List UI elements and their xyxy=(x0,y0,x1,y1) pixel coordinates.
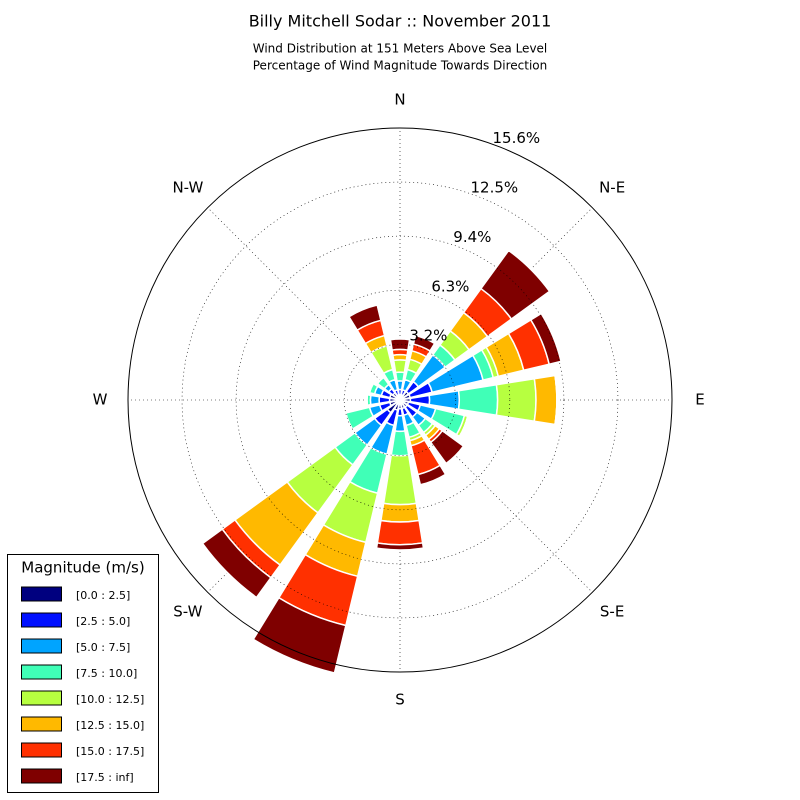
legend: Magnitude (m/s) [0.0 : 2.5] [2.5 : 5.0] [5.… xyxy=(7,554,159,793)
grid-ring xyxy=(289,289,511,511)
wind-bar xyxy=(376,376,385,385)
radial-tick-label: 9.4% xyxy=(453,228,491,246)
wind-bar xyxy=(390,430,410,457)
wind-bar xyxy=(382,454,418,506)
radial-tick-label: 3.2% xyxy=(409,327,447,345)
direction-label: E xyxy=(695,391,704,409)
wind-bar xyxy=(368,383,374,393)
legend-label: [5.0 : 7.5] xyxy=(76,641,130,654)
wind-bar xyxy=(392,359,408,374)
wind-bar xyxy=(201,528,272,599)
legend-label: [15.0 : 17.5] xyxy=(76,745,144,758)
direction-label: N-W xyxy=(172,178,203,196)
radial-tick-label: 6.3% xyxy=(431,277,469,295)
legend-label: [2.5 : 5.0] xyxy=(76,615,130,628)
wind-bar xyxy=(252,596,347,674)
wind-bar xyxy=(554,375,558,425)
wind-bar xyxy=(376,519,424,546)
legend-label: [10.0 : 12.5] xyxy=(76,693,144,706)
direction-label: N xyxy=(394,91,405,109)
wind-bar xyxy=(495,377,537,423)
wind-bar xyxy=(429,429,465,465)
grid-spoke xyxy=(399,399,593,593)
grid-ring xyxy=(343,343,457,457)
direction-label: S-W xyxy=(173,603,202,621)
legend-label: [17.5 : inf] xyxy=(76,771,134,784)
legend-label: [0.0 : 2.5] xyxy=(76,589,130,602)
wind-bar xyxy=(369,394,381,406)
legend-swatch xyxy=(21,690,62,706)
wind-bar xyxy=(417,464,447,486)
wind-bar xyxy=(457,383,499,417)
legend-swatch xyxy=(21,768,62,784)
wind-bar xyxy=(380,502,420,523)
chart-title: Billy Mitchell Sodar :: November 2011 xyxy=(249,12,552,31)
grid-ring xyxy=(235,235,565,565)
wind-bar xyxy=(347,304,382,332)
wind-bar xyxy=(529,312,562,366)
outer-ring xyxy=(127,127,673,673)
legend-swatch xyxy=(21,612,62,628)
radial-tick-label: 12.5% xyxy=(471,179,519,197)
legend-swatch xyxy=(21,586,62,602)
legend-label: [7.5 : 10.0] xyxy=(76,667,137,680)
wind-bar xyxy=(389,338,411,351)
wind-bar xyxy=(533,374,558,426)
direction-label: W xyxy=(93,391,108,409)
wind-bar xyxy=(394,414,406,433)
legend-title: Magnitude (m/s) xyxy=(21,559,144,577)
grid-spoke xyxy=(207,207,401,401)
direction-label: N-E xyxy=(599,178,625,196)
legend-swatch xyxy=(21,716,62,732)
radial-tick-label: 15.6% xyxy=(492,129,540,147)
legend-label: [12.5 : 15.0] xyxy=(76,719,144,732)
wind-bar xyxy=(479,249,551,321)
direction-label: S-E xyxy=(600,603,624,621)
legend-swatch xyxy=(21,742,62,758)
legend-swatch xyxy=(21,638,62,654)
wind-bar xyxy=(375,542,425,551)
chart-subtitle: Percentage of Wind Magnitude Towards Dir… xyxy=(253,59,547,73)
direction-label: S xyxy=(395,691,405,709)
chart-subtitle: Wind Distribution at 151 Meters Above Se… xyxy=(253,42,548,56)
wind-bar xyxy=(428,389,461,411)
wind-bar xyxy=(394,371,406,382)
wind-bar xyxy=(412,334,436,352)
grid-ring xyxy=(181,181,619,619)
legend-swatch xyxy=(21,664,62,680)
